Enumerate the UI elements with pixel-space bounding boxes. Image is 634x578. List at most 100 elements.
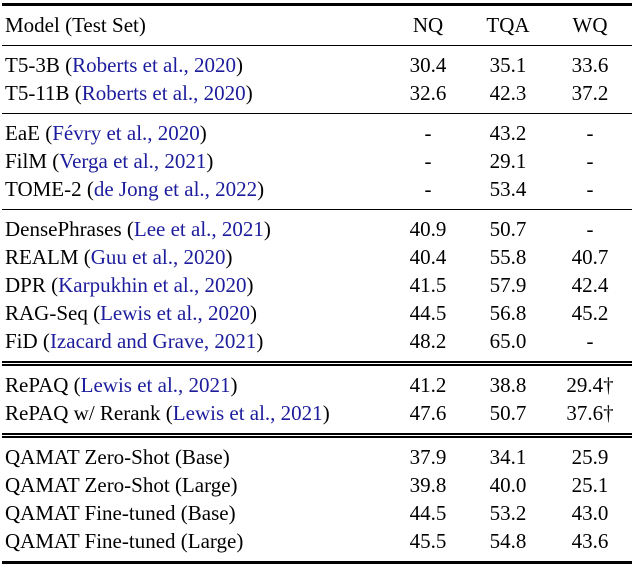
nq-score: 39.8 bbox=[409, 473, 447, 497]
model-cell: T5-3B (Roberts et al., 2020) bbox=[2, 46, 388, 80]
model-cell: REALM (Guu et al., 2020) bbox=[2, 243, 388, 271]
nq-score: 30.4 bbox=[409, 53, 447, 77]
nq-score: 45.5 bbox=[409, 529, 447, 553]
wq-score: 25.9 bbox=[571, 445, 609, 469]
col-header-nq: NQ bbox=[412, 13, 444, 37]
nq-score: 48.2 bbox=[409, 329, 447, 353]
model-name-suffix: ) bbox=[263, 217, 271, 241]
section-qamat: QAMAT Zero-Shot (Base) 37.9 34.1 25.9 QA… bbox=[2, 435, 632, 563]
table-row: FiD (Izacard and Grave, 2021) 48.2 65.0 … bbox=[2, 327, 632, 364]
model-cell: DPR (Karpukhin et al., 2020) bbox=[2, 271, 388, 299]
tqa-score: 56.8 bbox=[489, 301, 527, 325]
section-repaq: RePAQ (Lewis et al., 2021) 41.2 38.8 29.… bbox=[2, 363, 632, 436]
table-row: QAMAT Zero-Shot (Base) 37.9 34.1 25.9 bbox=[2, 436, 632, 472]
table-row: T5-3B (Roberts et al., 2020) 30.4 35.1 3… bbox=[2, 46, 632, 80]
model-name-suffix: ) bbox=[245, 81, 253, 105]
nq-score: 44.5 bbox=[409, 301, 447, 325]
model-cell: RePAQ (Lewis et al., 2021) bbox=[2, 364, 388, 400]
header-row: Model (Test Set) NQ TQA WQ bbox=[2, 5, 632, 46]
table-row: TOME-2 (de Jong et al., 2022) - 53.4 - bbox=[2, 175, 632, 210]
model-cell: FilM (Verga et al., 2021) bbox=[2, 147, 388, 175]
model-name: RAG-Seq ( bbox=[5, 301, 101, 325]
model-cell: FiD (Izacard and Grave, 2021) bbox=[2, 327, 388, 364]
citation-link[interactable]: Roberts et al., 2020 bbox=[72, 53, 236, 77]
citation-link[interactable]: Lee et al., 2021 bbox=[133, 217, 264, 241]
model-cell: DensePhrases (Lee et al., 2021) bbox=[2, 210, 388, 244]
tqa-score: 65.0 bbox=[489, 329, 527, 353]
wq-score: 42.4 bbox=[571, 273, 609, 297]
citation-link[interactable]: Lewis et al., 2021 bbox=[80, 373, 231, 397]
nq-score: - bbox=[424, 149, 432, 173]
nq-score: 40.9 bbox=[409, 217, 447, 241]
model-name: EaE ( bbox=[5, 121, 53, 145]
table-row: RAG-Seq (Lewis et al., 2020) 44.5 56.8 4… bbox=[2, 299, 632, 327]
citation-link[interactable]: Verga et al., 2021 bbox=[59, 149, 207, 173]
citation-link[interactable]: Févry et al., 2020 bbox=[52, 121, 200, 145]
model-name: QAMAT Fine-tuned (Large) bbox=[5, 529, 244, 553]
table-row: RePAQ (Lewis et al., 2021) 41.2 38.8 29.… bbox=[2, 364, 632, 400]
section-closed-book-entity: EaE (Févry et al., 2020) - 43.2 - FilM (… bbox=[2, 114, 632, 210]
model-cell: T5-11B (Roberts et al., 2020) bbox=[2, 79, 388, 114]
model-cell: QAMAT Zero-Shot (Base) bbox=[2, 436, 388, 472]
wq-score: 37.2 bbox=[571, 81, 609, 105]
model-cell: QAMAT Fine-tuned (Large) bbox=[2, 527, 388, 563]
citation-link[interactable]: Guu et al., 2020 bbox=[90, 245, 226, 269]
model-name-suffix: ) bbox=[199, 121, 207, 145]
tqa-score: 54.8 bbox=[489, 529, 527, 553]
nq-score: 44.5 bbox=[409, 501, 447, 525]
table-row: FilM (Verga et al., 2021) - 29.1 - bbox=[2, 147, 632, 175]
wq-score: - bbox=[586, 121, 594, 145]
wq-score: - bbox=[586, 149, 594, 173]
model-name-suffix: ) bbox=[257, 177, 265, 201]
tqa-score: 34.1 bbox=[489, 445, 527, 469]
model-cell: EaE (Févry et al., 2020) bbox=[2, 114, 388, 148]
model-name: QAMAT Zero-Shot (Large) bbox=[5, 473, 238, 497]
table-row: QAMAT Zero-Shot (Large) 39.8 40.0 25.1 bbox=[2, 471, 632, 499]
citation-link[interactable]: Karpukhin et al., 2020 bbox=[58, 273, 247, 297]
citation-link[interactable]: Roberts et al., 2020 bbox=[81, 81, 246, 105]
tqa-score: 42.3 bbox=[489, 81, 527, 105]
citation-link[interactable]: Izacard and Grave, 2021 bbox=[49, 329, 257, 353]
wq-score: 25.1 bbox=[571, 473, 609, 497]
model-name-suffix: ) bbox=[246, 273, 254, 297]
model-name: RePAQ w/ Rerank ( bbox=[5, 401, 173, 425]
model-name: DPR ( bbox=[5, 273, 59, 297]
col-header-wq: WQ bbox=[572, 13, 608, 37]
table-header: Model (Test Set) NQ TQA WQ bbox=[2, 4, 632, 46]
results-table: Model (Test Set) NQ TQA WQ T5-3B (Robert… bbox=[2, 3, 632, 564]
model-name: QAMAT Zero-Shot (Base) bbox=[5, 445, 230, 469]
model-cell: QAMAT Fine-tuned (Base) bbox=[2, 499, 388, 527]
model-name-suffix: ) bbox=[225, 245, 233, 269]
table-row: T5-11B (Roberts et al., 2020) 32.6 42.3 … bbox=[2, 79, 632, 114]
nq-score: 40.4 bbox=[409, 245, 447, 269]
model-name-suffix: ) bbox=[256, 329, 264, 353]
table-row: QAMAT Fine-tuned (Large) 45.5 54.8 43.6 bbox=[2, 527, 632, 563]
model-name-suffix: ) bbox=[235, 53, 243, 77]
section-retrieval: DensePhrases (Lee et al., 2021) 40.9 50.… bbox=[2, 210, 632, 364]
nq-score: 41.2 bbox=[409, 373, 447, 397]
model-cell: QAMAT Zero-Shot (Large) bbox=[2, 471, 388, 499]
model-name: REALM ( bbox=[5, 245, 91, 269]
table-row: DensePhrases (Lee et al., 2021) 40.9 50.… bbox=[2, 210, 632, 244]
col-header-model: Model (Test Set) bbox=[5, 13, 146, 37]
wq-score: 33.6 bbox=[571, 53, 609, 77]
section-t5: T5-3B (Roberts et al., 2020) 30.4 35.1 3… bbox=[2, 46, 632, 114]
wq-score: 29.4† bbox=[566, 373, 614, 397]
table-row: REALM (Guu et al., 2020) 40.4 55.8 40.7 bbox=[2, 243, 632, 271]
model-name: FiD ( bbox=[5, 329, 50, 353]
tqa-score: 29.1 bbox=[489, 149, 527, 173]
model-name-suffix: ) bbox=[230, 373, 238, 397]
tqa-score: 55.8 bbox=[489, 245, 527, 269]
wq-score: - bbox=[586, 217, 594, 241]
nq-score: 32.6 bbox=[409, 81, 447, 105]
citation-link[interactable]: Lewis et al., 2020 bbox=[100, 301, 250, 325]
nq-score: 37.9 bbox=[409, 445, 447, 469]
model-name-suffix: ) bbox=[322, 401, 330, 425]
nq-score: 41.5 bbox=[409, 273, 447, 297]
citation-link[interactable]: Lewis et al., 2021 bbox=[172, 401, 323, 425]
model-name: T5-11B ( bbox=[5, 81, 82, 105]
wq-score: 45.2 bbox=[571, 301, 609, 325]
nq-score: 47.6 bbox=[409, 401, 447, 425]
model-cell: RAG-Seq (Lewis et al., 2020) bbox=[2, 299, 388, 327]
citation-link[interactable]: de Jong et al., 2022 bbox=[93, 177, 258, 201]
